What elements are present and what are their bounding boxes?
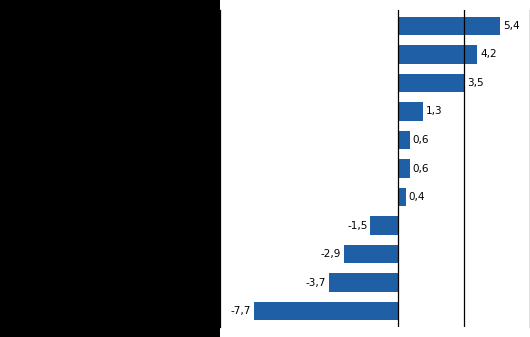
Text: 3,5: 3,5 bbox=[467, 78, 484, 88]
Text: -1,5: -1,5 bbox=[347, 221, 367, 231]
Text: -2,9: -2,9 bbox=[321, 249, 341, 259]
Bar bbox=[370, 216, 399, 235]
Bar bbox=[399, 159, 410, 178]
Bar bbox=[399, 45, 478, 64]
Text: 1,3: 1,3 bbox=[426, 106, 443, 116]
Text: -3,7: -3,7 bbox=[306, 278, 326, 288]
Text: -7,7: -7,7 bbox=[231, 306, 251, 316]
Bar bbox=[344, 245, 399, 264]
Text: 0,6: 0,6 bbox=[412, 135, 429, 145]
Text: 0,4: 0,4 bbox=[409, 192, 425, 202]
Bar bbox=[399, 102, 423, 121]
Bar bbox=[399, 188, 406, 206]
Bar bbox=[254, 302, 399, 320]
Text: 0,6: 0,6 bbox=[412, 163, 429, 174]
Bar bbox=[329, 273, 399, 292]
Bar bbox=[399, 73, 464, 92]
Bar bbox=[399, 17, 500, 35]
Text: 5,4: 5,4 bbox=[503, 21, 519, 31]
Text: 4,2: 4,2 bbox=[480, 49, 497, 59]
Bar bbox=[399, 131, 410, 149]
